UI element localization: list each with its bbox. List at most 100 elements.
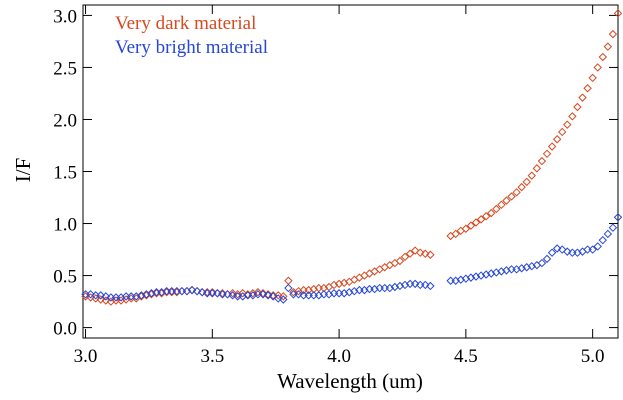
marker xyxy=(274,291,283,300)
marker xyxy=(274,294,283,303)
marker xyxy=(208,288,217,297)
marker xyxy=(603,42,613,51)
marker xyxy=(426,250,435,259)
marker xyxy=(258,290,268,299)
marker xyxy=(86,290,95,299)
marker xyxy=(395,256,405,266)
marker xyxy=(542,149,552,159)
y-axis-label: I/F xyxy=(11,158,35,183)
y-tick-label: 3.0 xyxy=(53,6,77,27)
x-axis-label: Wavelength (um) xyxy=(277,369,423,393)
marker xyxy=(598,52,607,62)
marker xyxy=(527,171,536,180)
marker xyxy=(487,208,496,218)
marker xyxy=(101,292,111,301)
marker xyxy=(304,291,313,300)
marker xyxy=(426,281,435,291)
legend-label: Very dark material xyxy=(115,13,256,34)
marker xyxy=(537,258,547,268)
marker xyxy=(197,288,207,297)
marker xyxy=(552,244,562,253)
marker xyxy=(608,29,618,39)
marker xyxy=(502,196,511,205)
marker xyxy=(279,295,288,304)
marker xyxy=(593,242,602,251)
marker xyxy=(268,292,278,301)
marker xyxy=(558,245,567,254)
marker xyxy=(603,229,613,239)
y-tick-label: 1.5 xyxy=(53,163,77,184)
x-tick-label: 3.5 xyxy=(200,346,224,367)
marker xyxy=(96,295,105,304)
marker xyxy=(588,245,597,254)
marker xyxy=(613,213,623,222)
marker xyxy=(507,192,516,201)
marker xyxy=(466,221,476,230)
marker xyxy=(568,112,577,121)
marker xyxy=(532,164,542,173)
marker xyxy=(517,182,526,192)
marker xyxy=(446,276,455,285)
marker xyxy=(608,223,618,232)
marker xyxy=(91,294,100,303)
marker xyxy=(192,286,202,296)
marker xyxy=(563,120,572,129)
marker xyxy=(542,254,552,264)
x-tick-label: 4.5 xyxy=(454,346,478,367)
x-tick-label: 5.0 xyxy=(581,346,605,367)
marker xyxy=(253,288,263,297)
marker xyxy=(613,9,623,18)
marker xyxy=(96,291,105,300)
marker xyxy=(334,289,344,298)
x-tick-label: 4.0 xyxy=(327,346,351,367)
y-tick-label: 2.5 xyxy=(53,58,77,79)
marker xyxy=(284,283,293,293)
legend-label: Very bright material xyxy=(115,37,268,58)
marker xyxy=(187,285,197,295)
x-tick-label: 3.0 xyxy=(74,346,98,367)
marker xyxy=(238,289,247,298)
marker xyxy=(547,142,557,151)
marker xyxy=(481,212,491,221)
marker xyxy=(558,127,567,137)
y-tick-label: 2.0 xyxy=(53,110,77,131)
y-tick-label: 1.0 xyxy=(53,215,77,236)
marker xyxy=(400,252,410,262)
marker xyxy=(421,249,430,258)
marker xyxy=(416,248,425,257)
marker xyxy=(552,135,562,144)
marker xyxy=(380,283,389,293)
marker xyxy=(223,290,232,299)
marker xyxy=(588,73,597,83)
marker xyxy=(476,215,486,224)
marker xyxy=(522,177,531,187)
marker xyxy=(451,229,460,239)
marker xyxy=(284,276,293,285)
marker xyxy=(593,63,602,72)
marker xyxy=(258,289,268,298)
marker xyxy=(263,291,273,300)
marker xyxy=(573,102,582,112)
marker xyxy=(547,248,557,257)
marker xyxy=(563,247,572,256)
marker xyxy=(512,188,521,197)
marker xyxy=(598,235,607,245)
marker xyxy=(492,204,501,214)
marker xyxy=(213,289,222,298)
marker xyxy=(294,290,303,299)
marker xyxy=(421,280,430,290)
marker xyxy=(228,291,237,300)
marker xyxy=(537,156,547,166)
marker xyxy=(410,279,420,289)
marker xyxy=(578,93,587,102)
y-tick-label: 0.5 xyxy=(53,267,77,288)
y-tick-label: 0.0 xyxy=(53,319,77,340)
marker xyxy=(497,200,506,210)
marker xyxy=(461,224,471,233)
marker xyxy=(583,84,592,93)
marker xyxy=(410,246,420,255)
marker xyxy=(471,218,481,227)
marker xyxy=(405,249,415,258)
marker xyxy=(228,289,237,298)
